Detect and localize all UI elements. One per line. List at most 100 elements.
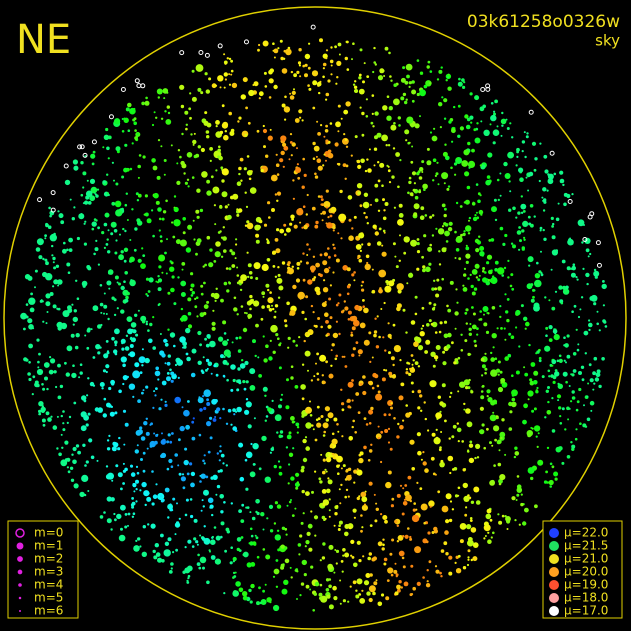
star bbox=[563, 336, 566, 340]
star bbox=[255, 323, 259, 328]
star bbox=[538, 179, 541, 183]
star bbox=[283, 223, 287, 227]
star bbox=[263, 223, 268, 227]
star bbox=[271, 399, 274, 402]
star bbox=[504, 293, 507, 296]
star bbox=[504, 338, 507, 341]
star bbox=[223, 72, 228, 77]
star bbox=[49, 234, 57, 242]
star bbox=[196, 315, 199, 318]
star bbox=[198, 433, 202, 437]
star bbox=[515, 309, 521, 316]
star bbox=[31, 393, 34, 396]
star bbox=[441, 383, 446, 388]
star bbox=[315, 155, 318, 158]
star bbox=[374, 231, 379, 236]
star bbox=[216, 452, 219, 455]
star bbox=[298, 64, 301, 67]
star bbox=[180, 280, 187, 287]
star bbox=[477, 278, 481, 282]
star bbox=[185, 498, 189, 502]
star bbox=[503, 161, 508, 167]
star bbox=[253, 81, 259, 87]
star bbox=[265, 405, 269, 409]
star bbox=[217, 75, 224, 82]
star bbox=[243, 167, 247, 171]
star bbox=[367, 242, 371, 247]
star bbox=[326, 222, 333, 229]
star bbox=[256, 129, 260, 133]
star bbox=[27, 318, 33, 324]
star bbox=[145, 431, 150, 436]
star bbox=[414, 361, 419, 365]
star bbox=[340, 483, 343, 487]
star bbox=[475, 183, 479, 186]
star bbox=[528, 264, 531, 267]
star bbox=[507, 151, 514, 159]
star bbox=[80, 193, 84, 197]
star bbox=[232, 556, 237, 562]
star bbox=[267, 258, 271, 262]
star bbox=[411, 99, 415, 103]
star bbox=[197, 553, 200, 557]
star bbox=[463, 408, 466, 411]
star bbox=[252, 339, 256, 344]
star bbox=[228, 83, 232, 86]
star bbox=[536, 261, 539, 265]
star bbox=[328, 255, 331, 259]
star bbox=[481, 423, 485, 427]
star bbox=[254, 224, 261, 231]
star bbox=[258, 467, 262, 471]
star bbox=[122, 227, 125, 231]
star bbox=[126, 316, 133, 322]
star bbox=[223, 355, 226, 359]
star bbox=[230, 195, 234, 200]
star bbox=[222, 340, 228, 346]
star bbox=[239, 288, 243, 292]
star bbox=[157, 207, 162, 212]
star bbox=[539, 142, 542, 145]
star bbox=[411, 145, 414, 148]
star bbox=[576, 278, 579, 281]
star bbox=[363, 417, 367, 420]
star bbox=[172, 497, 176, 501]
star bbox=[42, 387, 46, 391]
star bbox=[269, 128, 272, 131]
star bbox=[294, 118, 300, 123]
star bbox=[293, 73, 297, 78]
star bbox=[241, 503, 245, 507]
star bbox=[423, 401, 426, 404]
star bbox=[339, 602, 342, 605]
star bbox=[562, 288, 570, 295]
star bbox=[407, 141, 411, 145]
star bbox=[281, 68, 288, 74]
star bbox=[428, 319, 432, 323]
star bbox=[475, 276, 479, 279]
star bbox=[543, 480, 548, 484]
star bbox=[383, 368, 386, 372]
star bbox=[278, 366, 282, 370]
star bbox=[344, 531, 349, 537]
star bbox=[86, 394, 89, 397]
star bbox=[190, 294, 194, 297]
star bbox=[504, 515, 507, 518]
star bbox=[367, 556, 372, 561]
star bbox=[127, 524, 129, 527]
star bbox=[438, 263, 442, 266]
star bbox=[66, 466, 69, 469]
star bbox=[89, 195, 96, 202]
star bbox=[79, 363, 83, 367]
star bbox=[53, 279, 59, 285]
star bbox=[65, 372, 71, 377]
star bbox=[301, 310, 305, 314]
star bbox=[322, 260, 328, 266]
star bbox=[492, 275, 495, 278]
star bbox=[154, 440, 158, 445]
star bbox=[155, 366, 159, 371]
star bbox=[386, 115, 392, 121]
star bbox=[430, 322, 434, 326]
star bbox=[311, 424, 314, 427]
star bbox=[356, 159, 361, 164]
star bbox=[305, 540, 310, 545]
